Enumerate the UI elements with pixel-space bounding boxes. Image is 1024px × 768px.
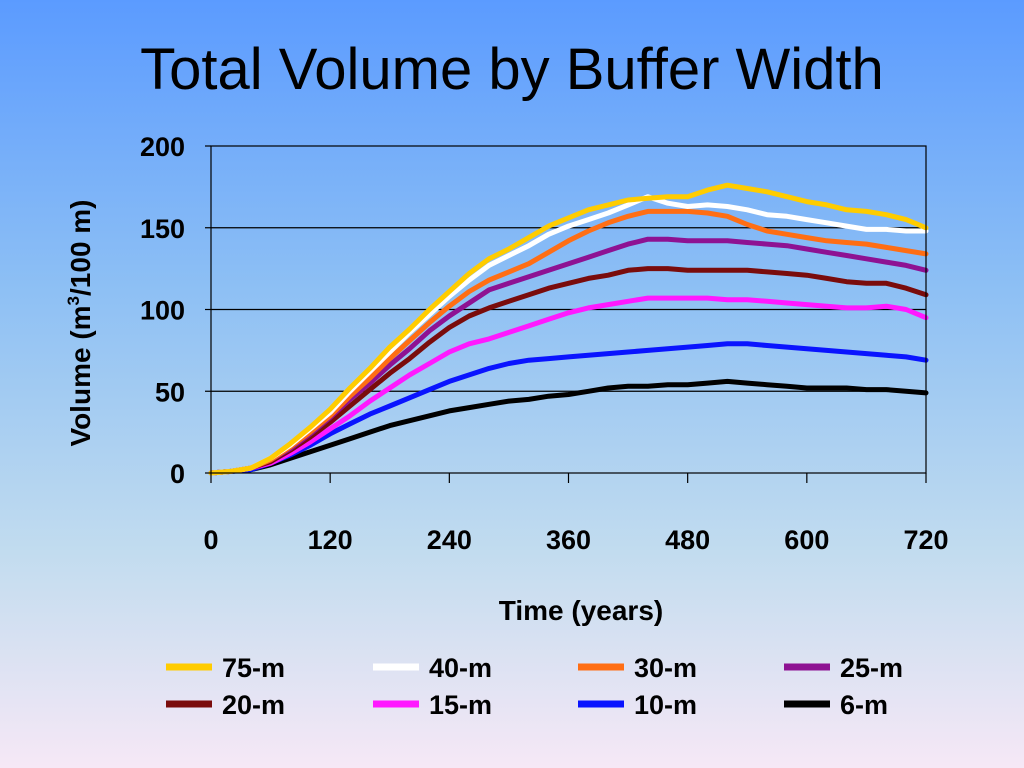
legend-label: 30-m: [634, 653, 697, 683]
x-axis-label: Time (years): [499, 595, 663, 626]
legend-label: 15-m: [429, 690, 492, 720]
legend-label: 10-m: [634, 690, 697, 720]
y-tick-label: 150: [140, 214, 185, 244]
series-line-20-m: [208, 266, 929, 476]
legend-label: 25-m: [840, 653, 903, 683]
y-axis-label: Volume (m3/100 m): [64, 199, 96, 446]
series-line-6-m: [208, 378, 929, 476]
y-axis-label-unit: /100 m): [65, 199, 96, 296]
x-axis: 0 120 240 360 480 600 720: [203, 473, 949, 555]
y-axis: 0 50 100 150 200: [140, 132, 211, 489]
x-tick-label: 720: [903, 525, 948, 555]
series-lines: [208, 182, 929, 476]
y-tick-label: 0: [170, 459, 185, 489]
y-tick-label: 200: [140, 132, 185, 162]
legend-label: 6-m: [840, 690, 888, 720]
series-line-30-m: [208, 208, 929, 476]
y-axis-label-main: Volume (m: [65, 305, 96, 446]
y-tick-label: 100: [140, 296, 185, 326]
x-tick-label: 360: [546, 525, 591, 555]
series-line-75-m: [208, 182, 929, 476]
legend-label: 40-m: [429, 653, 492, 683]
y-axis-label-superscript: 3: [64, 296, 83, 305]
series-line-15-m: [208, 295, 929, 476]
x-tick-label: 600: [784, 525, 829, 555]
legend-label: 75-m: [222, 653, 285, 683]
legend: 75-m 40-m 30-m 25-m 20-m 15-m 10-m 6-m: [166, 653, 903, 720]
legend-label: 20-m: [222, 690, 285, 720]
x-tick-label: 0: [203, 525, 218, 555]
x-tick-label: 120: [308, 525, 353, 555]
x-tick-label: 240: [427, 525, 472, 555]
chart-title: Total Volume by Buffer Width: [140, 37, 884, 102]
series-line-10-m: [208, 341, 929, 476]
x-tick-label: 480: [665, 525, 710, 555]
y-tick-label: 50: [155, 377, 185, 407]
